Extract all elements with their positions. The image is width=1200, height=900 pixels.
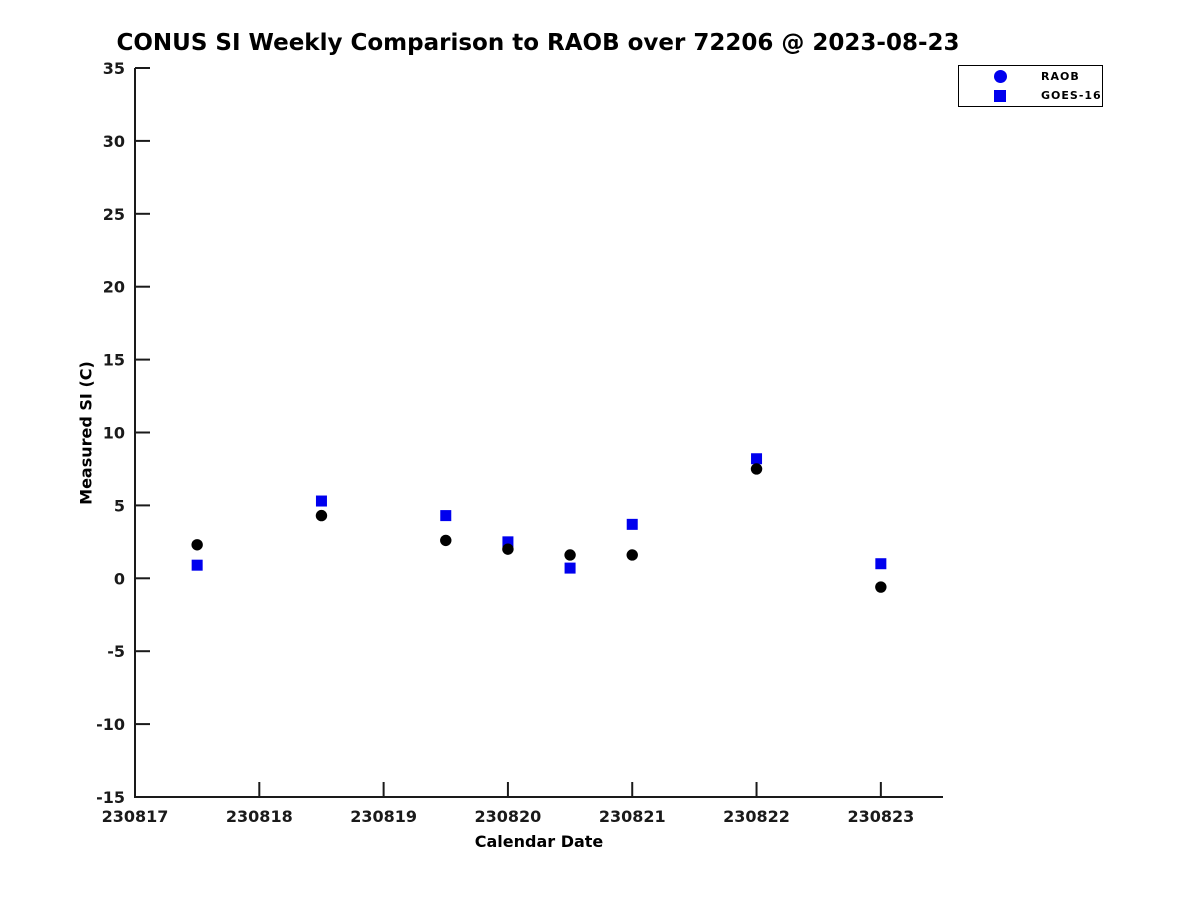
data-point-goes-16 — [440, 510, 452, 522]
data-point-raob — [564, 549, 576, 561]
data-point-goes-16 — [875, 558, 887, 570]
y-tick-label: -10 — [96, 715, 125, 734]
data-point-raob — [502, 543, 514, 555]
y-tick-label: 25 — [103, 205, 125, 224]
axis-spines — [134, 68, 943, 798]
y-tick-label: 5 — [114, 496, 125, 515]
y-tick-label: 0 — [114, 569, 125, 588]
legend: RAOB GOES-16 — [958, 65, 1103, 107]
data-point-raob — [315, 509, 328, 522]
y-tick-label: 15 — [103, 351, 125, 370]
x-tick-label: 230818 — [226, 807, 293, 826]
y-tick-label: -5 — [107, 642, 125, 661]
x-tick-label: 230823 — [847, 807, 914, 826]
x-tick-label: 230822 — [723, 807, 790, 826]
data-point-goes-16 — [626, 518, 638, 530]
y-tick-label: -15 — [96, 788, 125, 807]
legend-label-goes16: GOES-16 — [1041, 89, 1102, 102]
legend-marker-cell — [959, 70, 1041, 83]
data-point-goes-16 — [315, 495, 327, 507]
y-tick-label: 20 — [103, 278, 125, 297]
goes16-square-marker-icon — [994, 89, 1006, 102]
data-point-goes-16 — [191, 559, 203, 571]
y-tick-label: 30 — [103, 132, 125, 151]
x-tick-label: 230821 — [599, 807, 666, 826]
data-point-goes-16 — [502, 536, 514, 548]
legend-item-goes16: GOES-16 — [959, 88, 1102, 104]
x-tick-label: 230820 — [475, 807, 542, 826]
x-axis-label: Calendar Date — [474, 832, 604, 851]
legend-marker-cell — [959, 89, 1041, 102]
y-tick-label: 10 — [103, 424, 125, 443]
legend-item-raob: RAOB — [959, 69, 1102, 85]
x-tick-label: 230817 — [102, 807, 169, 826]
chart-title: CONUS SI Weekly Comparison to RAOB over … — [116, 30, 960, 56]
data-point-raob — [750, 463, 763, 475]
x-tick-label: 230819 — [350, 807, 417, 826]
data-point-raob — [191, 539, 203, 551]
data-point-goes-16 — [564, 562, 576, 574]
data-point-raob — [440, 534, 452, 547]
legend-label-raob: RAOB — [1041, 70, 1080, 83]
data-point-goes-16 — [751, 453, 763, 465]
data-point-raob — [626, 549, 638, 561]
data-point-raob — [875, 581, 887, 593]
y-tick-label: 35 — [103, 59, 125, 78]
raob-circle-marker-icon — [993, 70, 1007, 83]
